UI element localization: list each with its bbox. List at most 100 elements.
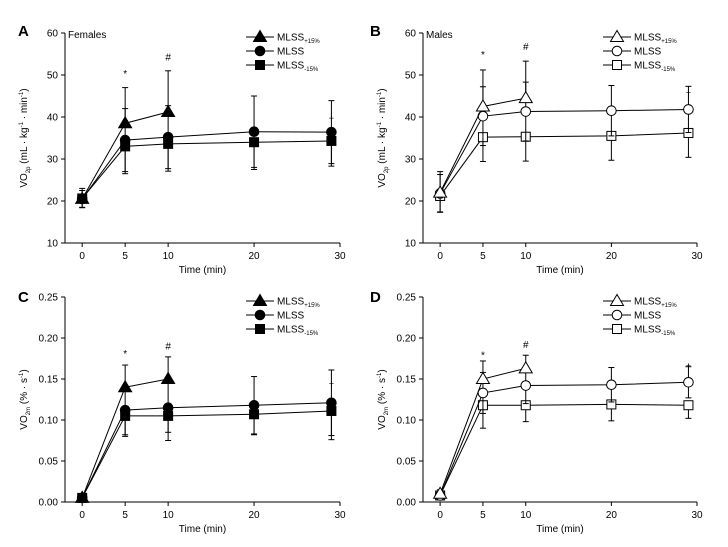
- data-point: [326, 397, 337, 409]
- legend-name: MLSS: [277, 33, 305, 44]
- y-tick-label: 10: [405, 239, 417, 250]
- legend-marker: [609, 293, 625, 306]
- significance-mark: †: [686, 90, 692, 101]
- legend-entry: MLSS+15%: [603, 293, 677, 309]
- x-tick-label: 20: [249, 510, 261, 521]
- significance-mark: *: [481, 351, 485, 362]
- y-tick-label: 0.10: [397, 416, 417, 427]
- data-point: [162, 131, 174, 143]
- legend-name: MLSS: [634, 325, 662, 336]
- legend-name: MLSS: [277, 47, 305, 58]
- legend-entry: MLSS+15%: [246, 293, 320, 310]
- legend-entry: MLSS: [603, 309, 662, 322]
- x-axis-label: Time (min): [179, 265, 226, 276]
- data-point: [683, 376, 694, 388]
- y-axis-label: VO2p (mL · kg-1 · min-1): [19, 88, 32, 187]
- y-tick-label: 0.05: [397, 457, 417, 468]
- legend-label: MLSS+15%: [634, 33, 677, 46]
- legend-marker: [609, 29, 625, 42]
- y-label-sup: -1: [19, 372, 25, 378]
- x-tick-label: 5: [480, 251, 486, 262]
- y-label-units: (% · s: [19, 378, 30, 407]
- legend-name: MLSS: [634, 311, 662, 322]
- series-triangle: [432, 354, 534, 499]
- data-point: [119, 404, 131, 416]
- x-tick-label: 0: [79, 510, 85, 521]
- y-label-sup: -1: [19, 121, 25, 127]
- y-label-units: (mL · kg: [19, 127, 30, 166]
- series-circle: [434, 366, 694, 501]
- y-label-sup: -1: [377, 121, 383, 127]
- data-point: [117, 379, 133, 393]
- y-tick-label: 60: [47, 29, 59, 40]
- y-label-end: ): [19, 88, 30, 91]
- x-axis-label: Time (min): [179, 524, 226, 535]
- y-tick-label: 0.15: [397, 375, 417, 386]
- legend-entry: MLSS+15%: [246, 29, 320, 45]
- series-line: [439, 132, 689, 197]
- legend-sub: -15%: [661, 67, 676, 73]
- y-tick-label: 0.15: [39, 375, 59, 386]
- legend-label: MLSS+15%: [277, 297, 320, 310]
- data-point: [475, 371, 491, 384]
- x-axis-label: Time (min): [536, 524, 583, 535]
- x-tick-label: 30: [691, 251, 703, 262]
- data-point: [432, 185, 448, 198]
- data-point: [432, 486, 448, 499]
- data-point: [606, 105, 617, 116]
- legend-sub: -15%: [304, 331, 319, 337]
- legend-marker: [252, 293, 268, 306]
- legend-sub: -15%: [304, 67, 319, 73]
- y-label-sub: 2m: [384, 407, 390, 415]
- legend-marker: [611, 309, 623, 321]
- y-tick-label: 0.00: [397, 498, 417, 509]
- y-label-units: (mL · kg: [377, 127, 388, 166]
- significance-mark: #: [165, 341, 171, 352]
- data-point: [162, 402, 174, 414]
- y-label-sup: -1: [377, 372, 383, 378]
- y-axis-label: VO2m (% · s-1): [19, 369, 32, 429]
- legend-entry: MLSS+15%: [603, 29, 677, 46]
- legend-label: MLSS-15%: [634, 325, 676, 338]
- x-tick-label: 30: [334, 510, 346, 521]
- significance-mark: *: [123, 349, 127, 360]
- x-tick-label: 5: [480, 510, 486, 521]
- y-label-end: ): [377, 88, 388, 91]
- y-tick-label: 60: [405, 29, 417, 40]
- legend-marker: [255, 60, 265, 70]
- y-tick-label: 0.00: [39, 498, 59, 509]
- legend-name: MLSS: [634, 47, 662, 58]
- x-tick-label: 20: [606, 251, 618, 262]
- legend-label: MLSS: [277, 311, 305, 322]
- x-tick-label: 0: [437, 251, 443, 262]
- y-tick-label: 0.05: [39, 457, 59, 468]
- legend-marker: [254, 309, 266, 321]
- y-tick-label: 30: [405, 155, 417, 166]
- series-square: [77, 135, 337, 209]
- y-axis-label: VO2p (mL · kg-1 · min-1): [377, 88, 390, 187]
- legend-label: MLSS-15%: [277, 325, 319, 338]
- y-label-base: VO: [19, 415, 30, 430]
- legend-entry: MLSS-15%: [603, 60, 676, 73]
- x-tick-label: 10: [520, 251, 532, 262]
- legend-entry: MLSS: [246, 45, 305, 58]
- y-tick-label: 10: [47, 239, 59, 250]
- legend-marker: [611, 45, 623, 57]
- series-circle: [434, 81, 694, 213]
- data-point: [606, 379, 617, 391]
- y-tick-label: 30: [47, 155, 59, 166]
- legend-label: MLSS-15%: [277, 61, 319, 74]
- data-point: [119, 134, 131, 146]
- legend-entry: MLSS-15%: [603, 324, 676, 338]
- x-tick-label: 0: [79, 251, 85, 262]
- y-label-base: VO: [377, 173, 388, 188]
- significance-mark: †: [686, 363, 692, 374]
- y-tick-label: 0.20: [39, 334, 59, 345]
- data-point: [74, 191, 90, 204]
- y-tick-label: 0.25: [39, 293, 59, 304]
- y-tick-label: 0.20: [397, 334, 417, 345]
- data-point: [518, 360, 534, 374]
- series-circle: [76, 95, 337, 208]
- x-tick-label: 20: [249, 251, 261, 262]
